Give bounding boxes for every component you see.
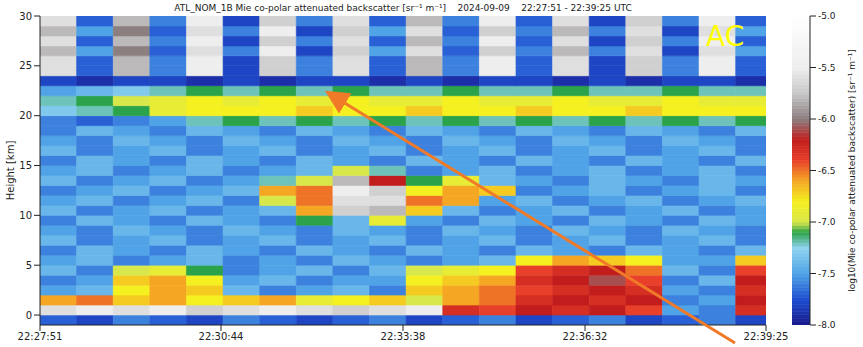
svg-text:AC: AC xyxy=(706,20,744,53)
svg-text:-6.0: -6.0 xyxy=(818,114,836,124)
html-text:ATL_NOM_1B Mie co-polar attenu: ATL_NOM_1B Mie co-polar attenuated backs… xyxy=(174,3,632,13)
svg-text:-6.5: -6.5 xyxy=(818,166,836,176)
svg-text:-5.0: -5.0 xyxy=(818,11,836,21)
svg-text:30: 30 xyxy=(19,11,32,22)
svg-text:0: 0 xyxy=(26,310,32,321)
svg-text:22:36:32: 22:36:32 xyxy=(563,331,608,342)
svg-text:-8.0: -8.0 xyxy=(818,320,836,330)
svg-text:10: 10 xyxy=(19,210,32,221)
svg-text:5: 5 xyxy=(26,260,32,271)
svg-text:log10(Mie co-polar attenuated: log10(Mie co-polar attenuated backscatte… xyxy=(847,49,857,292)
svg-text:22:33:38: 22:33:38 xyxy=(381,331,426,342)
svg-text:22:27:51: 22:27:51 xyxy=(18,331,63,342)
svg-text:-7.5: -7.5 xyxy=(818,269,836,279)
svg-text:-7.0: -7.0 xyxy=(818,217,836,227)
svg-text:20: 20 xyxy=(19,110,32,121)
svg-text:22:30:44: 22:30:44 xyxy=(199,331,244,342)
svg-text:15: 15 xyxy=(19,160,32,171)
svg-text:25: 25 xyxy=(19,60,32,71)
svg-text:22:39:25: 22:39:25 xyxy=(744,331,789,342)
svg-text:-5.5: -5.5 xyxy=(818,63,836,73)
svg-text:Height [km]: Height [km] xyxy=(5,141,16,201)
